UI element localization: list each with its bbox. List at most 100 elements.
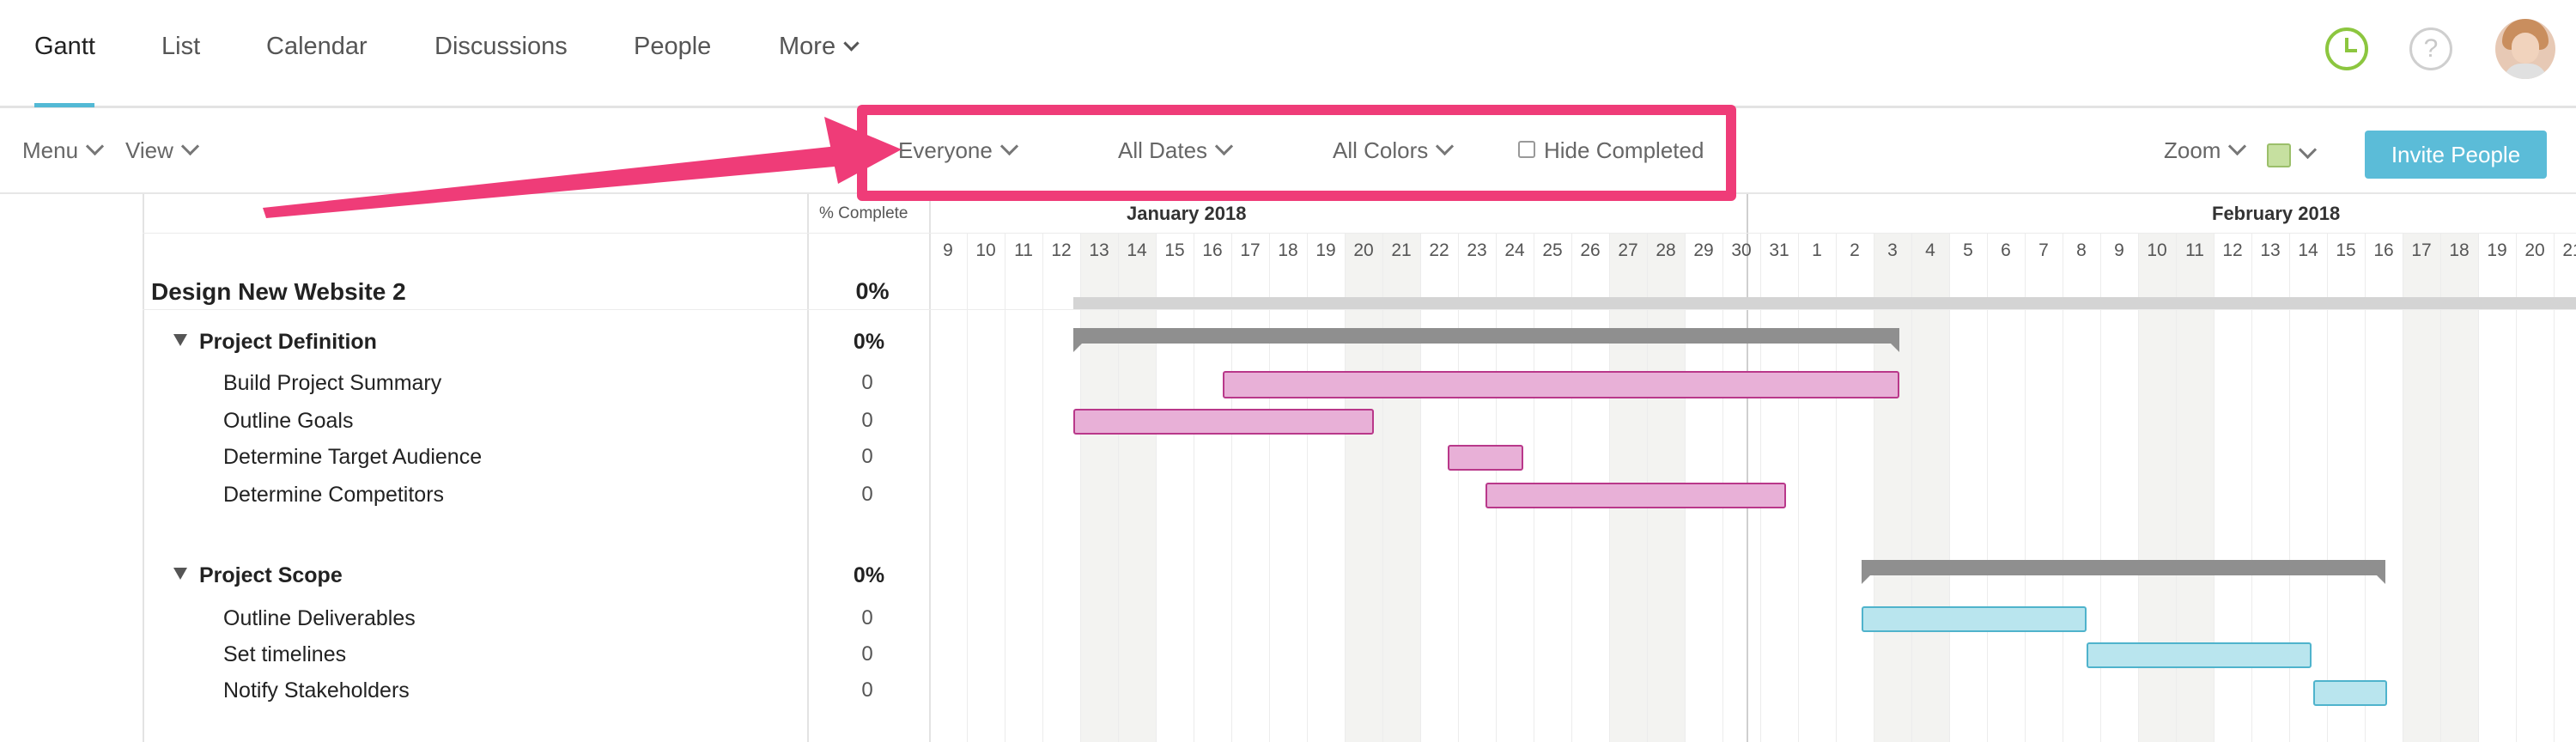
- zoom-dropdown[interactable]: Zoom: [2164, 137, 2247, 164]
- day-label: 26: [1580, 240, 1601, 260]
- colors-label: All Colors: [1333, 137, 1429, 163]
- task-pct: 0: [861, 483, 873, 506]
- task-bar[interactable]: [1223, 371, 1899, 398]
- day-label: 4: [1925, 240, 1935, 260]
- gantt-chart: % Complete January 2018 February 2018 9 1…: [0, 194, 2576, 742]
- task-name[interactable]: Build Project Summary: [223, 371, 442, 395]
- day-label: 27: [1618, 240, 1638, 260]
- project-pct: 0%: [855, 278, 890, 304]
- task-pct: 0: [861, 606, 873, 629]
- day-label: 17: [2411, 240, 2432, 260]
- weekend-column: [2440, 233, 2478, 742]
- day-column-line: [1156, 233, 1157, 742]
- colors-filter[interactable]: All Colors: [1333, 137, 1455, 164]
- day-column-line: [2025, 233, 2026, 742]
- task-name[interactable]: Determine Target Audience: [223, 445, 483, 469]
- pct-header: % Complete: [819, 204, 908, 222]
- task-bar[interactable]: [2087, 642, 2312, 668]
- tab-gantt[interactable]: Gantt: [34, 33, 95, 60]
- task-name[interactable]: Notify Stakeholders: [223, 678, 410, 702]
- day-label: 30: [1731, 240, 1752, 260]
- task-name[interactable]: Set timelines: [223, 642, 347, 666]
- task-bar[interactable]: [1073, 409, 1374, 435]
- day-label: 9: [2114, 240, 2124, 260]
- clock-icon[interactable]: [2325, 27, 2368, 70]
- day-label: 9: [943, 240, 953, 260]
- day-label: 5: [1963, 240, 1973, 260]
- day-label: 24: [1504, 240, 1525, 260]
- day-label: 20: [2524, 240, 2545, 260]
- left-divider: [143, 194, 144, 742]
- active-tab-indicator: [34, 103, 94, 107]
- day-label: 25: [1542, 240, 1563, 260]
- task-name[interactable]: Outline Deliverables: [223, 606, 416, 630]
- group-summary-bar[interactable]: [1862, 560, 2385, 584]
- task-name[interactable]: Outline Goals: [223, 409, 354, 433]
- invite-people-button[interactable]: Invite People: [2365, 131, 2547, 179]
- day-label: 13: [2260, 240, 2281, 260]
- filter-highlight-box: [857, 105, 1736, 201]
- task-bar[interactable]: [2313, 680, 2387, 706]
- hide-completed-toggle[interactable]: Hide Completed: [1518, 137, 1704, 164]
- header-divider: [143, 233, 2576, 234]
- dates-filter[interactable]: All Dates: [1118, 137, 1234, 164]
- day-label: 14: [1127, 240, 1147, 260]
- day-label: 14: [2298, 240, 2318, 260]
- day-label: 23: [1467, 240, 1487, 260]
- day-label: 13: [1089, 240, 1109, 260]
- day-column-line: [2289, 233, 2290, 742]
- collapse-triangle-icon[interactable]: [173, 334, 187, 346]
- avatar[interactable]: [2495, 19, 2555, 79]
- day-label: 15: [2336, 240, 2356, 260]
- day-label: 11: [2185, 240, 2204, 260]
- hide-completed-checkbox[interactable]: [1518, 141, 1535, 159]
- task-bar[interactable]: [1862, 606, 2087, 632]
- day-column-line: [1949, 233, 1950, 742]
- day-column-line: [2440, 233, 2441, 742]
- day-column-line: [1458, 233, 1459, 742]
- day-column-line: [1382, 233, 1383, 742]
- color-picker[interactable]: [2267, 140, 2318, 168]
- day-label: 15: [1164, 240, 1185, 260]
- day-label: 17: [1240, 240, 1261, 260]
- row-divider: [143, 309, 2576, 310]
- month-divider: [1747, 194, 1748, 742]
- group-project-scope[interactable]: Project Scope: [173, 563, 343, 588]
- day-label: 8: [2076, 240, 2087, 260]
- everyone-filter[interactable]: Everyone: [898, 137, 1018, 164]
- help-icon[interactable]: ?: [2409, 27, 2452, 70]
- day-column-line: [2214, 233, 2215, 742]
- day-column-line: [2138, 233, 2139, 742]
- day-label: 19: [1315, 240, 1336, 260]
- weekend-column: [1118, 233, 1156, 742]
- project-name[interactable]: Design New Website 2: [151, 278, 406, 305]
- project-timeline-bar[interactable]: [1073, 297, 2576, 309]
- group-project-definition[interactable]: Project Definition: [173, 330, 377, 355]
- task-pct: 0: [861, 409, 873, 432]
- timeline-divider: [929, 194, 931, 742]
- view-dropdown[interactable]: View: [125, 137, 199, 164]
- task-name[interactable]: Determine Competitors: [223, 483, 445, 507]
- day-column-line: [2365, 233, 2366, 742]
- group-pct: 0%: [853, 563, 885, 587]
- task-bar[interactable]: [1485, 483, 1786, 508]
- day-label: 16: [1202, 240, 1223, 260]
- everyone-label: Everyone: [898, 137, 993, 163]
- tab-calendar[interactable]: Calendar: [266, 33, 368, 60]
- day-label: 2: [1850, 240, 1860, 260]
- group-name: Project Scope: [199, 563, 343, 587]
- tab-people[interactable]: People: [634, 33, 712, 60]
- task-bar[interactable]: [1448, 445, 1523, 471]
- day-column-line: [1269, 233, 1270, 742]
- menu-dropdown[interactable]: Menu: [22, 137, 105, 164]
- weekend-column: [1911, 233, 1949, 742]
- hide-completed-label: Hide Completed: [1544, 137, 1704, 163]
- collapse-triangle-icon[interactable]: [173, 568, 187, 580]
- day-column-line: [1798, 233, 1799, 742]
- day-label: 16: [2373, 240, 2394, 260]
- tab-more[interactable]: More: [779, 33, 860, 61]
- tab-list[interactable]: List: [161, 33, 201, 60]
- tab-discussions[interactable]: Discussions: [434, 33, 568, 60]
- group-summary-bar[interactable]: [1073, 328, 1899, 352]
